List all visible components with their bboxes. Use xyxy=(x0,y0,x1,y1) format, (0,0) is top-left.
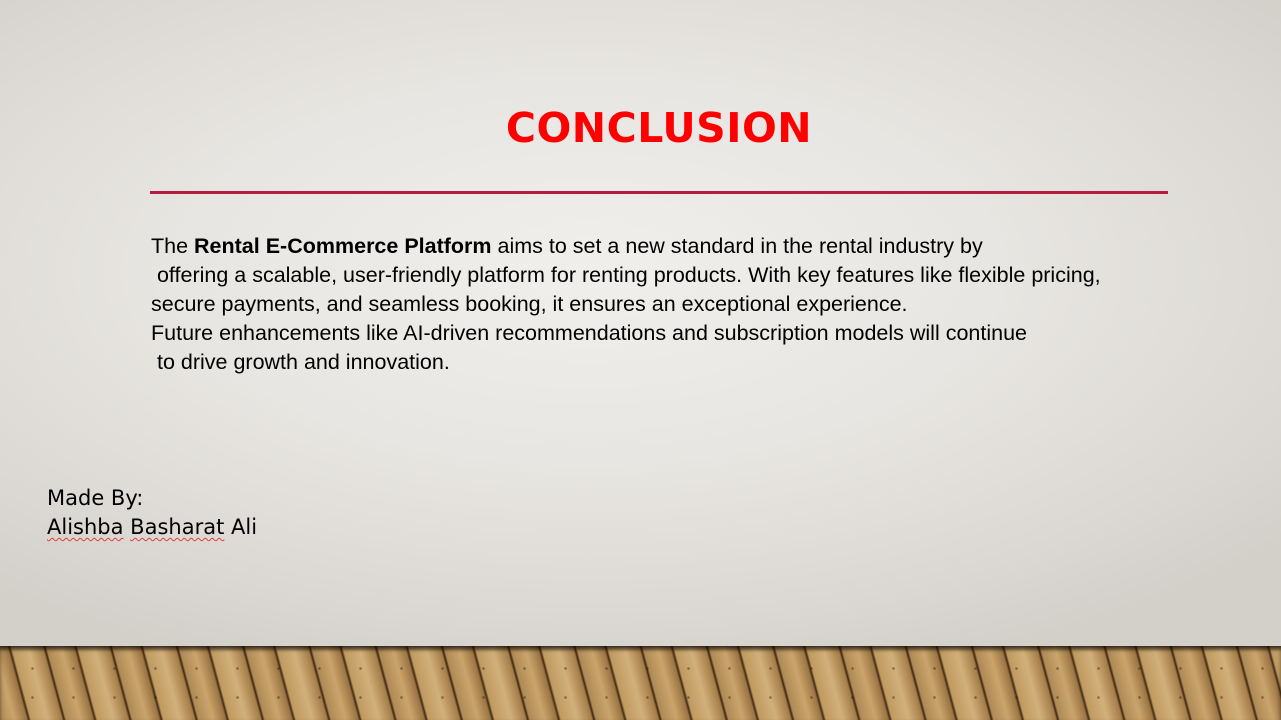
body-line-3: secure payments, and seamless booking, i… xyxy=(151,292,908,316)
body-text-box[interactable]: The Rental E-Commerce Platform aims to s… xyxy=(151,232,1251,377)
body-line-4: Future enhancements like AI-driven recom… xyxy=(151,321,1027,345)
author-name: Alishba Basharat Ali xyxy=(47,513,257,542)
body-line-1-pre: The xyxy=(151,234,195,258)
author-last-name: Ali xyxy=(231,515,258,539)
platform-name: Rental E-Commerce Platform xyxy=(194,234,492,258)
body-line-2: offering a scalable, user-friendly platf… xyxy=(151,263,1101,287)
body-line-1: The Rental E-Commerce Platform aims to s… xyxy=(151,232,1251,261)
slide-background xyxy=(0,0,1281,646)
body-line-1-post: aims to set a new standard in the rental… xyxy=(491,234,983,258)
credits-box[interactable]: Made By: Alishba Basharat Ali xyxy=(47,484,257,542)
wood-floor xyxy=(0,646,1281,720)
title-divider xyxy=(150,191,1168,194)
body-line-5: to drive growth and innovation. xyxy=(151,350,450,374)
slide-title[interactable]: CONCLUSION xyxy=(505,104,813,152)
author-middle-name: Basharat xyxy=(130,515,225,539)
wood-floor-nails xyxy=(0,646,1281,720)
author-first-name: Alishba xyxy=(47,515,124,539)
credits-label: Made By: xyxy=(47,486,144,510)
